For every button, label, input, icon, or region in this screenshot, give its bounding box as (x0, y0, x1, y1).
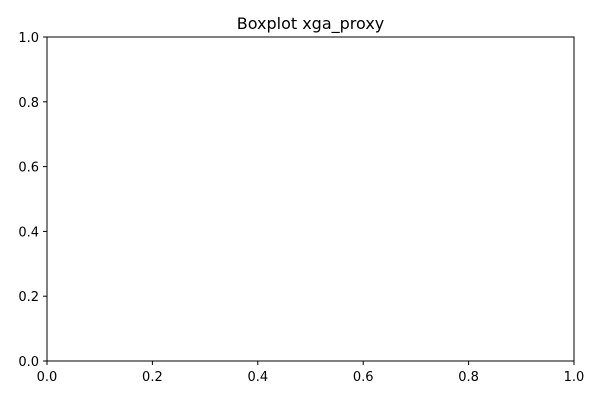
chart-title: Boxplot xga_proxy (237, 14, 385, 34)
y-tick-label: 0.0 (18, 355, 39, 370)
plot-area-frame (46, 36, 575, 362)
y-tick-label: 0.4 (18, 225, 39, 240)
x-tick-label: 0.4 (247, 370, 268, 385)
x-tick-label: 1.0 (564, 370, 585, 385)
x-tick-label: 0.8 (458, 370, 479, 385)
y-tick-label: 0.2 (18, 290, 39, 305)
y-tick-label: 1.0 (18, 31, 39, 46)
x-tick-label: 0.2 (142, 370, 163, 385)
x-tick-label: 0.0 (37, 370, 58, 385)
x-tick-label: 0.6 (353, 370, 374, 385)
y-tick-label: 0.6 (18, 161, 39, 176)
y-tick-label: 0.8 (18, 96, 39, 111)
axes: 0.0 0.2 0.4 0.6 0.8 1.0 0.0 0.2 0.4 0.6 0.8 1.0 (18, 31, 584, 385)
